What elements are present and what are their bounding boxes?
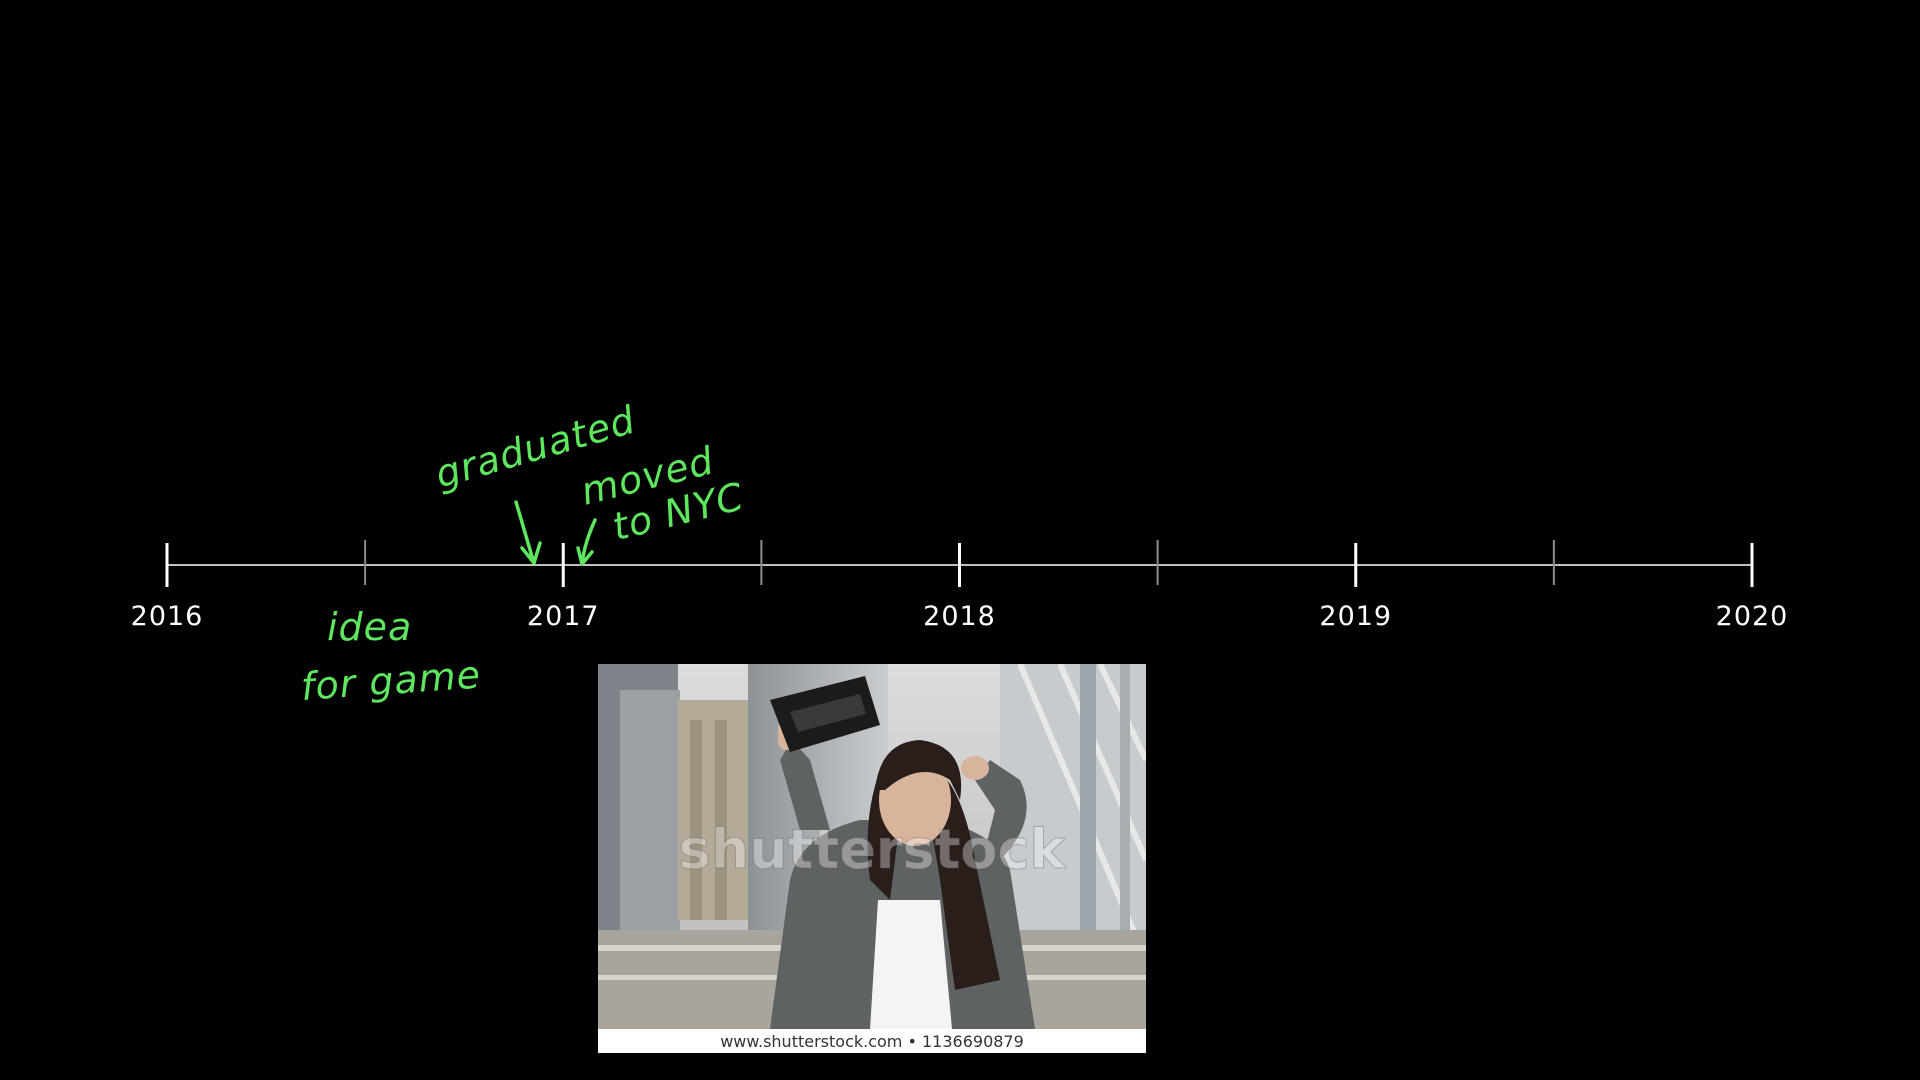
year-label-2019: 2019 (1319, 601, 1392, 632)
year-label-2018: 2018 (923, 601, 996, 632)
annotations: graduated moved to NYC idea for game (300, 398, 749, 709)
arrow-graduated-icon (514, 500, 542, 565)
annotation-idea-line-1: idea (327, 605, 412, 649)
arrow-moved-icon (576, 518, 597, 566)
timeline-year-labels: 2016 2017 2018 2019 2020 (131, 601, 1789, 632)
timeline: 2016 2017 2018 2019 2020 (131, 540, 1789, 632)
stock-photo: shutterstock www.shutterstock.com • 1136… (598, 664, 1146, 1053)
timeline-ticks (165, 540, 1754, 587)
annotation-idea-for-game: idea for game (300, 605, 483, 709)
annotation-idea-line-2: for game (300, 653, 483, 709)
photo-caption: www.shutterstock.com • 1136690879 (720, 1032, 1024, 1051)
year-label-2016: 2016 (131, 601, 204, 632)
annotation-moved-to-nyc: moved to NYC (577, 438, 749, 549)
photo-watermark: shutterstock (679, 818, 1067, 881)
photo-caption-strip (598, 1029, 1146, 1053)
year-label-2020: 2020 (1716, 601, 1789, 632)
woman-figure (770, 676, 1035, 1029)
year-label-2017: 2017 (527, 601, 600, 632)
